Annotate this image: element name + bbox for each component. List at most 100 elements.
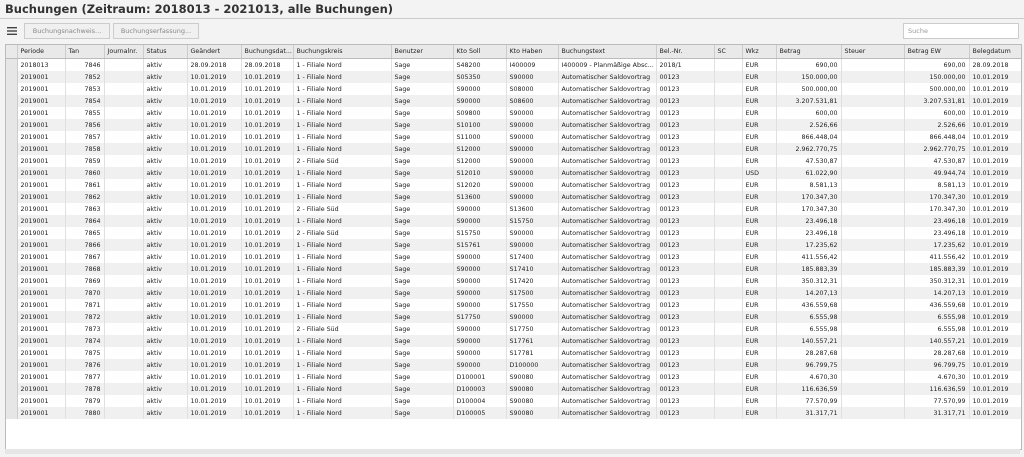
row-selector[interactable] <box>6 347 18 359</box>
table-row[interactable]: 2019001 7858 aktiv 10.01.2019 10.01.2019 1 - … <box>6 143 1021 155</box>
table-row[interactable]: 2019001 7854 aktiv 10.01.2019 10.01.2019 1 - … <box>6 95 1021 107</box>
table-row[interactable]: 2019001 7871 aktiv 10.01.2019 10.01.2019 1 - … <box>6 299 1021 311</box>
data-grid: Periode Tan Journalnr. Status Geändert Buchun… <box>5 44 1022 450</box>
cell: D100003 <box>453 383 507 395</box>
table-row[interactable]: 2019001 7861 aktiv 10.01.2019 10.01.2019 1 - … <box>6 179 1021 191</box>
table-row[interactable]: 2019001 7876 aktiv 10.01.2019 10.01.2019 1 - … <box>6 359 1021 371</box>
table-row[interactable]: 2019001 7867 aktiv 10.01.2019 10.01.2019 1 - … <box>6 251 1021 263</box>
table-row[interactable]: 2019001 7873 aktiv 10.01.2019 10.01.2019 2 - … <box>6 323 1021 335</box>
cell: S90000 <box>453 275 507 287</box>
table-row[interactable]: 2019001 7862 aktiv 10.01.2019 10.01.2019 1 - … <box>6 191 1021 203</box>
column-header[interactable]: Kto Soll <box>453 45 507 59</box>
cell: aktiv <box>143 407 188 419</box>
column-header[interactable]: Betrag EW <box>904 45 970 59</box>
column-header[interactable]: Buchungstext <box>558 45 657 59</box>
row-selector[interactable] <box>6 83 18 95</box>
row-selector[interactable] <box>6 287 18 299</box>
table-row[interactable]: 2019001 7852 aktiv 10.01.2019 10.01.2019 1 - … <box>6 71 1021 83</box>
table-row[interactable]: 2019001 7872 aktiv 10.01.2019 10.01.2019 1 - … <box>6 311 1021 323</box>
cell: aktiv <box>143 167 188 179</box>
column-header[interactable]: Betrag <box>776 45 842 59</box>
row-selector[interactable] <box>6 215 18 227</box>
row-selector[interactable] <box>6 71 18 83</box>
row-selector[interactable] <box>6 275 18 287</box>
row-selector[interactable] <box>6 179 18 191</box>
table-row[interactable]: 2019001 7877 aktiv 10.01.2019 10.01.2019 1 - … <box>6 371 1021 383</box>
row-selector[interactable] <box>6 107 18 119</box>
row-selector[interactable] <box>6 227 18 239</box>
row-selector[interactable] <box>6 143 18 155</box>
row-selector[interactable] <box>6 299 18 311</box>
column-header[interactable]: Status <box>143 45 188 59</box>
table-row[interactable]: 2019001 7865 aktiv 10.01.2019 10.01.2019 2 - … <box>6 227 1021 239</box>
cell: 10.01.2019 <box>969 107 1021 119</box>
scrollbar[interactable] <box>5 449 1020 454</box>
column-header[interactable]: Tan <box>65 45 105 59</box>
table-row[interactable]: 2019001 7859 aktiv 10.01.2019 10.01.2019 2 - … <box>6 155 1021 167</box>
column-header[interactable]: Steuer <box>841 45 905 59</box>
table-row[interactable]: 2019001 7869 aktiv 10.01.2019 10.01.2019 1 - … <box>6 275 1021 287</box>
table-row[interactable]: 2019001 7853 aktiv 10.01.2019 10.01.2019 1 - … <box>6 83 1021 95</box>
column-header[interactable]: Journalnr. <box>104 45 144 59</box>
cell: Automatischer Saldovortrag <box>558 275 657 287</box>
search-box[interactable]: Suche <box>903 23 1019 39</box>
table-row[interactable]: 2019001 7863 aktiv 10.01.2019 10.01.2019 2 - … <box>6 203 1021 215</box>
cell <box>714 227 743 239</box>
column-header[interactable]: Kto Haben <box>506 45 559 59</box>
table-row[interactable]: 2019001 7870 aktiv 10.01.2019 10.01.2019 1 - … <box>6 287 1021 299</box>
cell: 7872 <box>65 311 105 323</box>
row-selector[interactable] <box>6 155 18 167</box>
table-row[interactable]: 2019001 7875 aktiv 10.01.2019 10.01.2019 1 - … <box>6 347 1021 359</box>
row-selector[interactable] <box>6 407 18 419</box>
row-selector[interactable] <box>6 251 18 263</box>
row-selector[interactable] <box>6 119 18 131</box>
table-row[interactable]: 2019001 7864 aktiv 10.01.2019 10.01.2019 1 - … <box>6 215 1021 227</box>
table-row[interactable]: 2019001 7868 aktiv 10.01.2019 10.01.2019 1 - … <box>6 263 1021 275</box>
cell: 7878 <box>65 383 105 395</box>
table-row[interactable]: 2019001 7880 aktiv 10.01.2019 10.01.2019 1 - … <box>6 407 1021 419</box>
table-row[interactable]: 2018013 7846 aktiv 28.09.2018 28.09.2018 1 - … <box>6 58 1021 71</box>
cell: 2019001 <box>17 395 66 407</box>
table-row[interactable]: 2019001 7866 aktiv 10.01.2019 10.01.2019 1 - … <box>6 239 1021 251</box>
row-selector[interactable] <box>6 131 18 143</box>
cell: Sage <box>391 287 454 299</box>
row-selector[interactable] <box>6 191 18 203</box>
row-selector[interactable] <box>6 383 18 395</box>
row-selector[interactable] <box>6 359 18 371</box>
row-selector[interactable] <box>6 371 18 383</box>
row-selector[interactable] <box>6 95 18 107</box>
table-row[interactable]: 2019001 7857 aktiv 10.01.2019 10.01.2019 1 - … <box>6 131 1021 143</box>
column-header[interactable]: Benutzer <box>391 45 454 59</box>
table-row[interactable]: 2019001 7878 aktiv 10.01.2019 10.01.2019 1 - … <box>6 383 1021 395</box>
row-selector[interactable] <box>6 239 18 251</box>
row-selector[interactable] <box>6 323 18 335</box>
row-selector[interactable] <box>6 167 18 179</box>
column-header[interactable]: Belegdatum <box>969 45 1021 59</box>
table-row[interactable]: 2019001 7856 aktiv 10.01.2019 10.01.2019 1 - … <box>6 119 1021 131</box>
column-header[interactable]: SC <box>714 45 743 59</box>
row-selector[interactable] <box>6 311 18 323</box>
cell: 10.01.2019 <box>969 71 1021 83</box>
row-selector[interactable] <box>6 203 18 215</box>
cell: Sage <box>391 131 454 143</box>
cell: 10.01.2019 <box>241 215 294 227</box>
button[interactable]: Buchungsnachweis... <box>24 23 110 39</box>
column-header[interactable]: Buchungskreis <box>293 45 392 59</box>
table-row[interactable]: 2019001 7874 aktiv 10.01.2019 10.01.2019 1 - … <box>6 335 1021 347</box>
table-row[interactable]: 2019001 7855 aktiv 10.01.2019 10.01.2019 1 - … <box>6 107 1021 119</box>
column-header[interactable]: Bel.-Nr. <box>656 45 715 59</box>
row-selector[interactable] <box>6 395 18 407</box>
menu-icon[interactable] <box>6 25 18 37</box>
row-selector[interactable] <box>6 58 18 71</box>
cell: 7871 <box>65 299 105 311</box>
row-selector[interactable] <box>6 263 18 275</box>
row-selector[interactable] <box>6 335 18 347</box>
table-row[interactable]: 2019001 7879 aktiv 10.01.2019 10.01.2019 1 - … <box>6 395 1021 407</box>
cell: S17761 <box>506 335 559 347</box>
table-row[interactable]: 2019001 7860 aktiv 10.01.2019 10.01.2019 1 - … <box>6 167 1021 179</box>
column-header[interactable]: Periode <box>17 45 66 59</box>
column-header[interactable]: Wkz <box>742 45 777 59</box>
button[interactable]: Buchungserfassung... <box>113 23 199 39</box>
column-header[interactable]: Buchungsdat... <box>241 45 294 59</box>
column-header[interactable]: Geändert <box>187 45 242 59</box>
